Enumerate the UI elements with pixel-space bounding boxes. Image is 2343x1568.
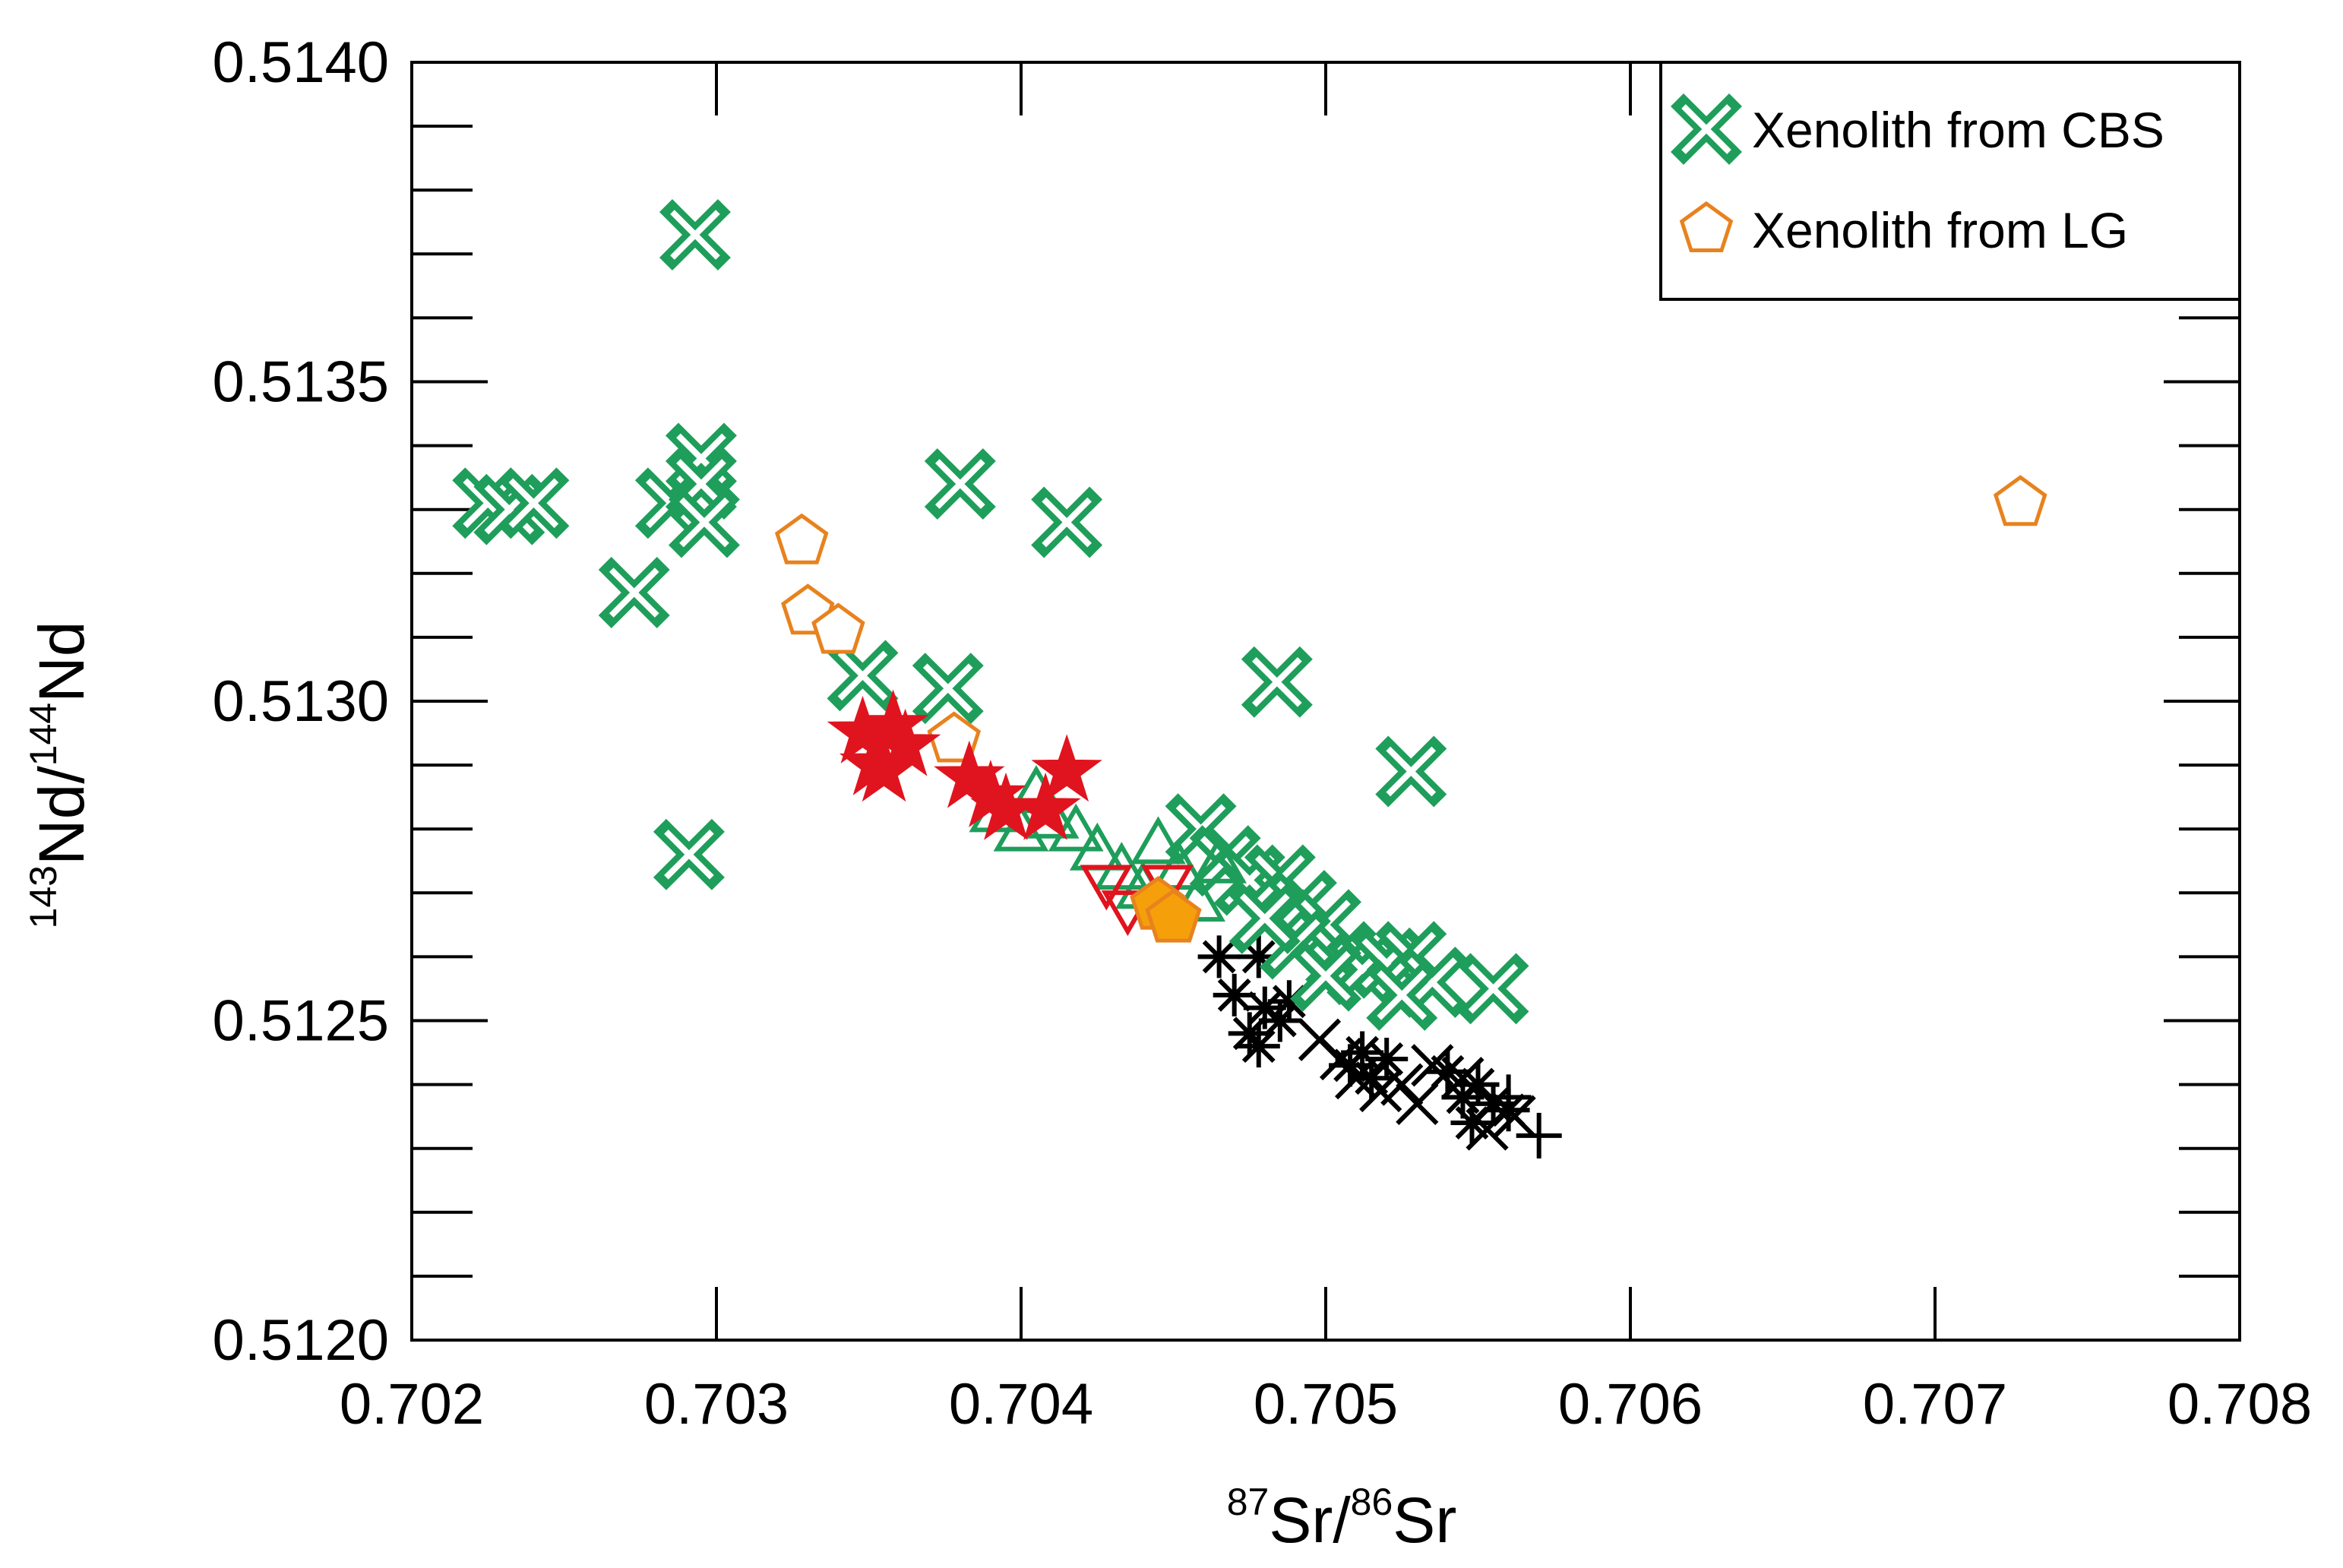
- point-triangle-down-open: [1080, 865, 1133, 911]
- point-triangle-open: [1130, 816, 1186, 865]
- point-asterisk: [1472, 1082, 1515, 1125]
- point-asterisk: [1426, 1050, 1469, 1093]
- point-asterisk: [1258, 999, 1301, 1042]
- y-tick-label: 0.5135: [213, 350, 389, 415]
- point-asterisk: [1228, 1012, 1271, 1055]
- legend-marker-pentagon: [1679, 201, 1734, 252]
- legend-label-cbs: Xenolith from CBS: [1752, 102, 2164, 158]
- y-tick-label: 0.5140: [213, 30, 389, 95]
- series-black-crosses: [1298, 1018, 1536, 1151]
- series-red-stars: [827, 689, 1102, 840]
- point-x: [1411, 1044, 1454, 1087]
- y-tick-label: 0.5130: [213, 669, 389, 734]
- point-asterisk: [1237, 935, 1280, 978]
- x-tick-label: 0.707: [1863, 1372, 2007, 1437]
- point-xbox: [668, 486, 740, 558]
- point-xbox: [653, 818, 725, 890]
- series-xenolith-from-lg: [774, 475, 2047, 763]
- point-x: [1466, 1108, 1509, 1151]
- legend-box: [1659, 61, 2241, 301]
- point-xbox: [1241, 646, 1313, 718]
- plot-frame: [410, 61, 2241, 1342]
- point-x: [1319, 1037, 1363, 1081]
- y-tick-label: 0.5120: [213, 1308, 389, 1373]
- point-star: [869, 708, 941, 776]
- point-asterisk: [1456, 1063, 1500, 1106]
- point-asterisk: [1350, 1057, 1393, 1100]
- point-triangle-open: [1048, 803, 1104, 852]
- legend-label-lg: Xenolith from LG: [1752, 202, 2128, 258]
- point-xbox: [659, 199, 731, 271]
- x-tick-label: 0.706: [1558, 1372, 1703, 1437]
- point-triangle-open: [1191, 835, 1247, 884]
- legend-xbox-icon: [1671, 93, 1742, 165]
- point-xbox: [1375, 735, 1447, 808]
- point-x: [1493, 1095, 1536, 1138]
- y-tick-label: 0.5125: [213, 989, 389, 1054]
- x-axis-title: 87Sr/86Sr: [1227, 1481, 1457, 1556]
- series-black-plus: [1485, 1074, 1562, 1159]
- point-xbox: [1290, 940, 1361, 1012]
- series-xenolith-from-cbs: [452, 199, 1529, 1031]
- point-x: [1334, 1057, 1378, 1100]
- x-tick-label: 0.702: [340, 1372, 484, 1437]
- point-xbox: [1228, 882, 1301, 954]
- point-plus: [1516, 1112, 1562, 1159]
- x-tick-label: 0.708: [2168, 1372, 2312, 1437]
- point-xbox: [1031, 486, 1103, 558]
- point-xbox: [924, 448, 996, 520]
- tick-labels: 0.702 0.703 0.704 0.705 0.706 0.707 0.708 0.512…: [213, 30, 2313, 1437]
- point-xbox: [598, 557, 670, 629]
- legend-marker-xbox: [1671, 93, 1742, 165]
- point-asterisk: [1450, 1102, 1494, 1145]
- point-pentagon-open: [927, 711, 982, 763]
- point-asterisk: [1213, 973, 1256, 1016]
- point-asterisk: [1267, 980, 1311, 1023]
- legend-pentagon-icon: [1679, 201, 1734, 252]
- point-xbox: [498, 467, 570, 539]
- x-tick-label: 0.705: [1254, 1372, 1398, 1437]
- point-pentagon-open: [811, 602, 865, 654]
- x-tick-label: 0.703: [644, 1372, 789, 1437]
- point-xbox: [912, 653, 984, 725]
- point-x: [1380, 1063, 1424, 1106]
- point-star: [1031, 734, 1102, 802]
- series-filled-pentagon: [1130, 876, 1202, 943]
- point-plus: [1485, 1074, 1532, 1121]
- legend: Xenolith from CBS Xenolith from LG: [1659, 61, 2241, 301]
- point-x: [1441, 1057, 1485, 1100]
- point-pentagon-filled: [1145, 888, 1202, 943]
- point-x: [1396, 1082, 1439, 1125]
- point-xbox: [1366, 959, 1438, 1031]
- x-tick-label: 0.704: [949, 1372, 1093, 1437]
- point-asterisk: [1341, 1031, 1384, 1074]
- point-pentagon-open: [1993, 475, 2047, 526]
- point-asterisk: [1365, 1037, 1409, 1080]
- data-points: [452, 199, 2047, 1159]
- point-xbox: [1457, 953, 1529, 1025]
- point-pentagon-open: [774, 513, 829, 564]
- point-asterisk: [1237, 1025, 1280, 1068]
- point-star: [1010, 772, 1081, 840]
- point-xbox: [827, 640, 899, 712]
- point-asterisk: [1197, 935, 1241, 978]
- y-axis-title: 143Nd/144Nd: [22, 621, 97, 929]
